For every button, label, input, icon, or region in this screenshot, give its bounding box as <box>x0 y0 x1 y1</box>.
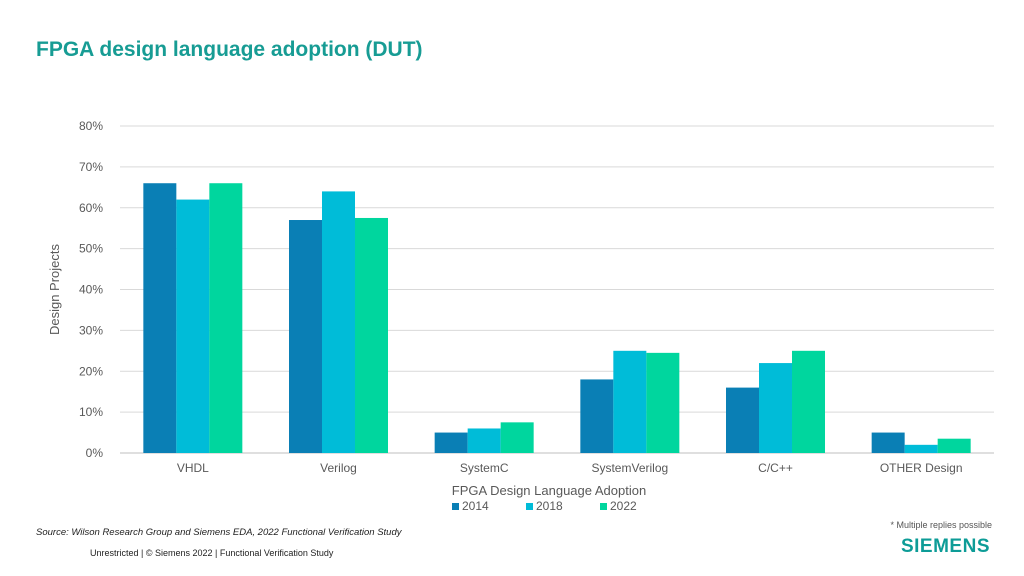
bar <box>904 444 938 453</box>
bar <box>792 350 825 453</box>
multiple-replies-note: * Multiple replies possible <box>890 520 992 530</box>
x-tick-label: SystemC <box>460 461 509 475</box>
y-axis-label: Design Projects <box>47 243 62 335</box>
x-tick-label: SystemVerilog <box>591 461 668 475</box>
siemens-logo: SIEMENS <box>900 536 990 557</box>
x-tick-label: C/C++ <box>758 461 793 475</box>
x-tick-label: OTHER Design <box>880 461 963 475</box>
y-tick-label: 70% <box>79 160 103 174</box>
y-tick-label: 10% <box>79 405 103 419</box>
bar <box>434 432 468 453</box>
bar <box>322 191 355 453</box>
legend-swatch <box>600 503 607 510</box>
bar <box>500 422 534 453</box>
bar <box>646 352 680 453</box>
bar <box>871 432 905 453</box>
legend-swatch <box>526 503 533 510</box>
bar <box>355 217 388 453</box>
x-axis-label: FPGA Design Language Adoption <box>452 483 646 498</box>
x-tick-label: VHDL <box>177 461 209 475</box>
bar <box>209 183 243 453</box>
bar <box>143 183 177 453</box>
y-tick-label: 20% <box>79 364 103 378</box>
legend-label: 2022 <box>610 499 637 513</box>
y-tick-label: 40% <box>79 283 103 297</box>
legend-label: 2018 <box>536 499 563 513</box>
bar <box>176 199 210 453</box>
source-note: Source: Wilson Research Group and Siemen… <box>36 527 402 538</box>
bar <box>467 428 501 453</box>
bar <box>759 363 792 453</box>
bar <box>937 438 971 453</box>
legend-label: 2014 <box>462 499 489 513</box>
y-tick-label: 80% <box>79 119 103 133</box>
bar <box>580 379 614 453</box>
footer-text: Unrestricted | © Siemens 2022 | Function… <box>90 548 334 558</box>
legend-swatch <box>452 503 459 510</box>
bar <box>726 387 759 453</box>
bar <box>289 220 322 453</box>
page-title: FPGA design language adoption (DUT) <box>36 38 423 61</box>
y-tick-label: 0% <box>86 446 104 460</box>
y-tick-label: 60% <box>79 201 103 215</box>
y-tick-label: 50% <box>79 242 103 256</box>
bar <box>613 350 647 453</box>
y-tick-label: 30% <box>79 323 103 337</box>
x-tick-label: Verilog <box>320 461 357 475</box>
